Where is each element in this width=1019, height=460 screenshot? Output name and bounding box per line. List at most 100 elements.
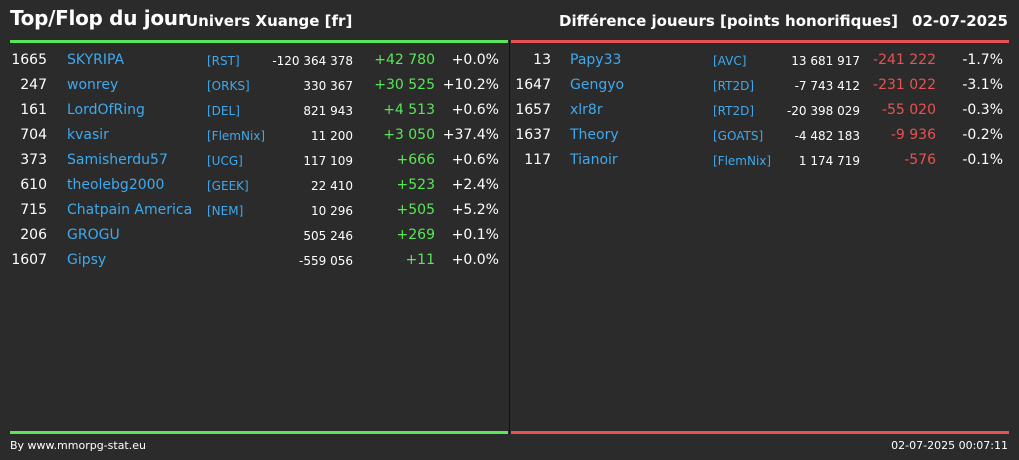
points-difference: -9 936	[890, 127, 936, 143]
player-name-link[interactable]: theolebg2000	[67, 177, 165, 193]
player-name-link[interactable]: Gipsy	[67, 252, 107, 268]
player-row: 161 LordOfRing [DEL] 821 943 +4 513 +0.6%	[10, 100, 508, 125]
alliance-tag-link[interactable]: [NEM]	[207, 204, 244, 218]
percent-change: -0.2%	[962, 127, 1003, 143]
player-name-link[interactable]: Tianoir	[570, 152, 618, 168]
points-difference: -231 022	[873, 77, 936, 93]
player-rank: 1637	[515, 127, 551, 143]
player-total-points: -559 056	[299, 254, 353, 268]
player-name-link[interactable]: Papy33	[570, 52, 622, 68]
flop-panel-bottom-bar	[511, 431, 1009, 434]
percent-change: +0.0%	[451, 52, 499, 68]
player-total-points: 22 410	[311, 179, 353, 193]
alliance-tag-link[interactable]: [ORKS]	[207, 79, 250, 93]
points-difference: +3 050	[383, 127, 435, 143]
page-title: Top/Flop du jour	[10, 6, 188, 30]
player-total-points: 117 109	[303, 154, 353, 168]
player-row: 247 wonrey [ORKS] 330 367 +30 525 +10.2%	[10, 75, 508, 100]
player-total-points: -7 743 412	[794, 79, 860, 93]
player-total-points: -20 398 029	[786, 104, 860, 118]
percent-change: -0.3%	[962, 102, 1003, 118]
points-difference: -576	[904, 152, 936, 168]
player-row: 373 Samisherdu57 [UCG] 117 109 +666 +0.6%	[10, 150, 508, 175]
player-total-points: -4 482 183	[794, 129, 860, 143]
percent-change: +37.4%	[442, 127, 499, 143]
player-name-link[interactable]: Theory	[570, 127, 619, 143]
player-name-link[interactable]: Samisherdu57	[67, 152, 168, 168]
alliance-tag-link[interactable]: [DEL]	[207, 104, 240, 118]
percent-change: +0.6%	[451, 152, 499, 168]
player-name-link[interactable]: xlr8r	[570, 102, 603, 118]
player-row: 1607 Gipsy -559 056 +11 +0.0%	[10, 250, 508, 275]
panel-divider	[509, 40, 510, 434]
player-name-link[interactable]: Gengyo	[570, 77, 625, 93]
player-rank: 13	[533, 52, 551, 68]
player-rank: 1665	[11, 52, 47, 68]
player-rank: 1657	[515, 102, 551, 118]
alliance-tag-link[interactable]: [FlemNix]	[713, 154, 772, 168]
percent-change: -3.1%	[962, 77, 1003, 93]
player-row: 704 kvasir [FlemNix] 11 200 +3 050 +37.4%	[10, 125, 508, 150]
alliance-tag-link[interactable]: [RT2D]	[713, 104, 755, 118]
player-rank: 161	[20, 102, 47, 118]
alliance-tag-link[interactable]: [AVC]	[713, 54, 747, 68]
points-difference: -241 222	[873, 52, 936, 68]
points-difference: +11	[405, 252, 435, 268]
top-panel: 1665 SKYRIPA [RST] -120 364 378 +42 780 +0.0%…	[10, 40, 508, 434]
player-row: 1657 xlr8r [RT2D] -20 398 029 -55 020 -0.3%	[511, 100, 1009, 125]
player-row: 610 theolebg2000 [GEEK] 22 410 +523 +2.4%	[10, 175, 508, 200]
player-total-points: 11 200	[311, 129, 353, 143]
points-difference: +666	[396, 152, 435, 168]
player-name-link[interactable]: kvasir	[67, 127, 109, 143]
player-total-points: 330 367	[303, 79, 353, 93]
footer-source: By www.mmorpg-stat.eu	[10, 439, 146, 452]
header-date: 02-07-2025	[912, 12, 1008, 30]
player-rank: 1607	[11, 252, 47, 268]
percent-change: +0.6%	[451, 102, 499, 118]
alliance-tag-link[interactable]: [RST]	[207, 54, 240, 68]
player-row: 715 Chatpain America [NEM] 10 296 +505 +5.2%	[10, 200, 508, 225]
percent-change: -0.1%	[962, 152, 1003, 168]
percent-change: +2.4%	[451, 177, 499, 193]
flop-list: 13 Papy33 [AVC] 13 681 917 -241 222 -1.7% 1647…	[511, 50, 1009, 175]
flop-panel: 13 Papy33 [AVC] 13 681 917 -241 222 -1.7% 1647…	[511, 40, 1009, 434]
player-rank: 117	[524, 152, 551, 168]
footer-timestamp: 02-07-2025 00:07:11	[891, 439, 1008, 452]
top-list: 1665 SKYRIPA [RST] -120 364 378 +42 780 +0.0%…	[10, 50, 508, 275]
player-row: 1665 SKYRIPA [RST] -120 364 378 +42 780 +0.0%	[10, 50, 508, 75]
player-row: 1647 Gengyo [RT2D] -7 743 412 -231 022 -3.1%	[511, 75, 1009, 100]
universe-subtitle: Univers Xuange [fr]	[186, 12, 353, 30]
percent-change: +0.0%	[451, 252, 499, 268]
ranking-type: Différence joueurs [points honorifiques]	[559, 12, 899, 30]
points-difference: -55 020	[881, 102, 936, 118]
points-difference: +30 525	[374, 77, 435, 93]
top-panel-bottom-bar	[10, 431, 508, 434]
points-difference: +4 513	[383, 102, 435, 118]
player-rank: 247	[20, 77, 47, 93]
alliance-tag-link[interactable]: [FlemNix]	[207, 129, 266, 143]
player-rank: 206	[20, 227, 47, 243]
player-row: 1637 Theory [GOATS] -4 482 183 -9 936 -0.2%	[511, 125, 1009, 150]
alliance-tag-link[interactable]: [RT2D]	[713, 79, 755, 93]
alliance-tag-link[interactable]: [UCG]	[207, 154, 243, 168]
player-total-points: 1 174 719	[798, 154, 860, 168]
player-name-link[interactable]: Chatpain America	[67, 202, 193, 218]
alliance-tag-link[interactable]: [GEEK]	[207, 179, 249, 193]
points-difference: +523	[396, 177, 435, 193]
top-panel-top-bar	[10, 40, 508, 43]
player-row: 117 Tianoir [FlemNix] 1 174 719 -576 -0.1%	[511, 150, 1009, 175]
player-row: 206 GROGU 505 246 +269 +0.1%	[10, 225, 508, 250]
player-name-link[interactable]: wonrey	[67, 77, 119, 93]
player-name-link[interactable]: LordOfRing	[67, 102, 145, 118]
flop-panel-top-bar	[511, 40, 1009, 43]
player-total-points: 13 681 917	[791, 54, 860, 68]
header-right: Différence joueurs [points honorifiques]…	[559, 12, 1008, 30]
player-name-link[interactable]: GROGU	[67, 227, 120, 243]
player-rank: 715	[20, 202, 47, 218]
player-total-points: -120 364 378	[272, 54, 353, 68]
player-name-link[interactable]: SKYRIPA	[67, 52, 125, 68]
alliance-tag-link[interactable]: [GOATS]	[713, 129, 764, 143]
player-row: 13 Papy33 [AVC] 13 681 917 -241 222 -1.7%	[511, 50, 1009, 75]
player-rank: 704	[20, 127, 47, 143]
player-rank: 1647	[515, 77, 551, 93]
